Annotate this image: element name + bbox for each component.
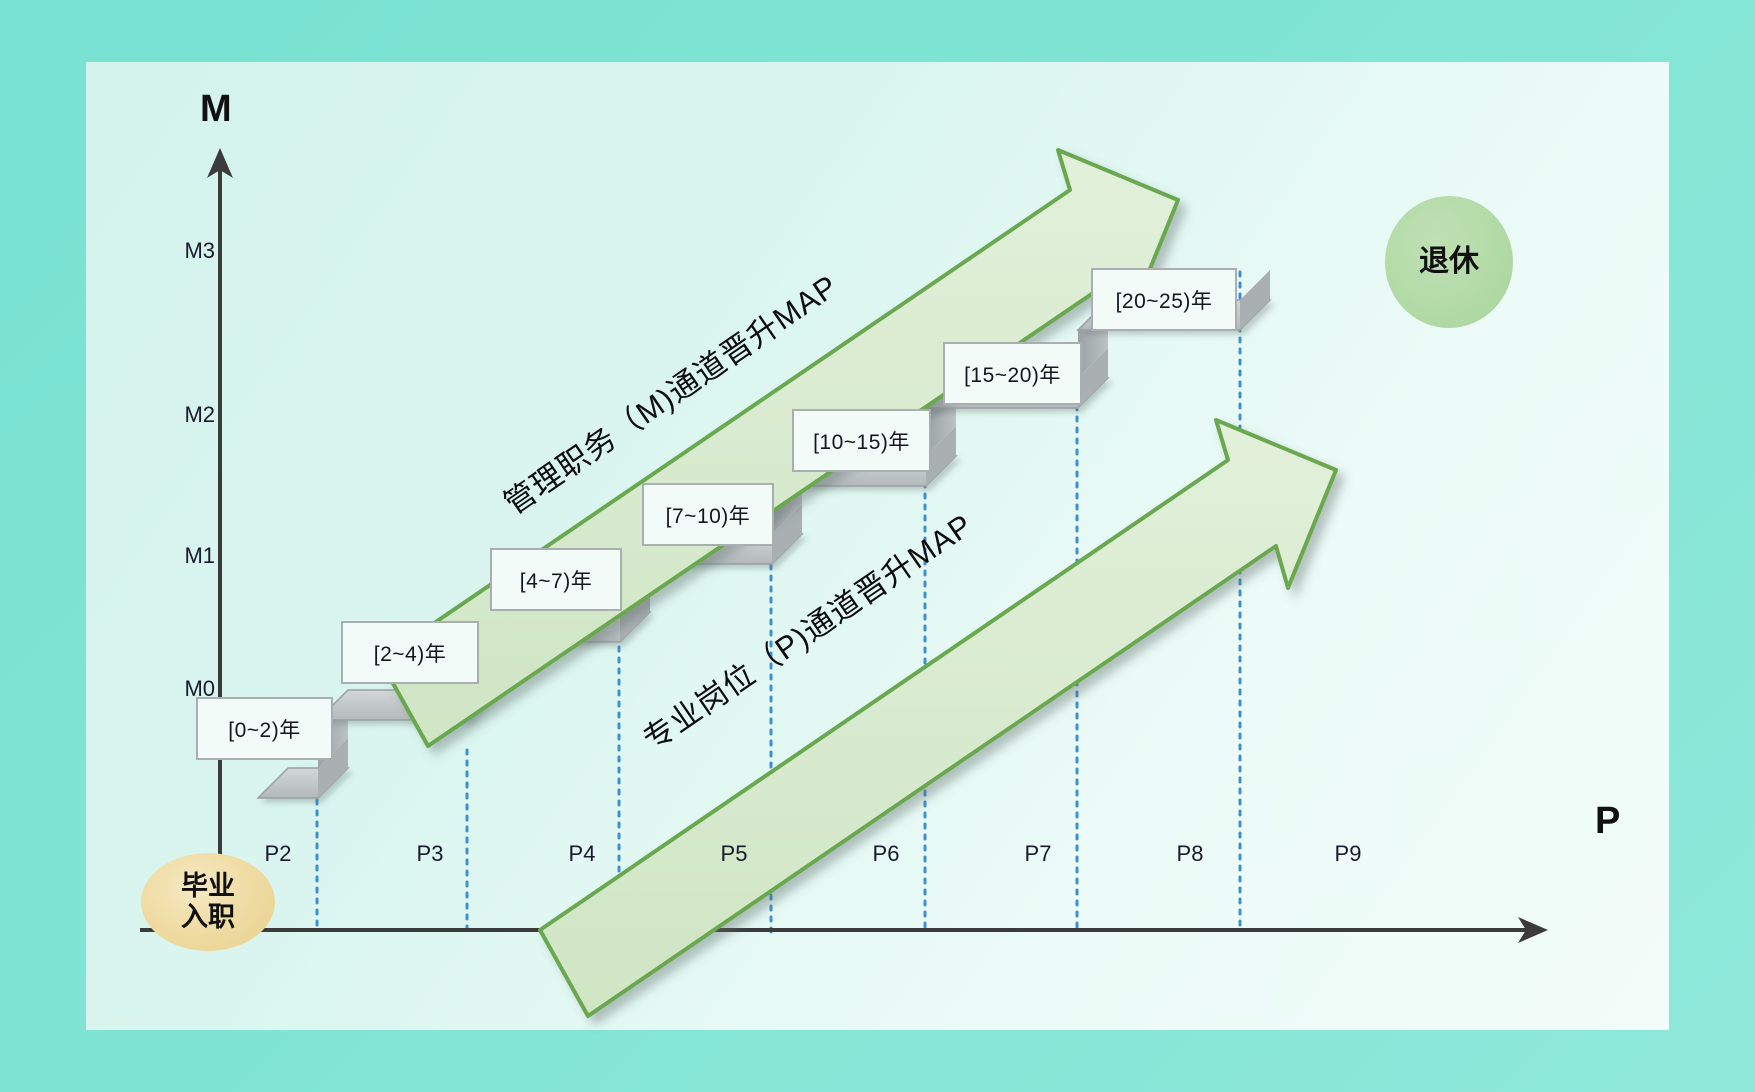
- y-axis-letter: M: [200, 88, 233, 130]
- y-tick-m3: M3: [184, 238, 215, 263]
- start-bubble-graduation[interactable]: 毕业 入职: [141, 853, 275, 951]
- y-axis: [207, 148, 233, 932]
- x-tick-p6: P6: [872, 841, 900, 866]
- step-label-7-10[interactable]: [7~10)年: [642, 483, 774, 546]
- x-tick-p3: P3: [416, 841, 444, 866]
- end-bubble-retirement[interactable]: 退休: [1385, 196, 1513, 328]
- y-tick-m2: M2: [184, 402, 215, 427]
- step-label-20-25[interactable]: [20~25)年: [1091, 268, 1237, 331]
- x-tick-p4: P4: [568, 841, 596, 866]
- x-axis-letter: P: [1595, 800, 1621, 842]
- y-tick-m1: M1: [184, 543, 215, 568]
- professional-arrow: [538, 418, 1338, 1018]
- x-tick-p5: P5: [720, 841, 748, 866]
- step-label-10-15[interactable]: [10~15)年: [792, 409, 931, 472]
- y-tick-m0: M0: [184, 676, 215, 701]
- x-tick-p9: P9: [1334, 841, 1362, 866]
- step-label-2-4[interactable]: [2~4)年: [341, 621, 479, 684]
- stair-step-1: [256, 738, 350, 799]
- x-tick-p2: P2: [264, 841, 292, 866]
- x-tick-p7: P7: [1024, 841, 1052, 866]
- x-axis: [140, 917, 1548, 943]
- x-tick-p8: P8: [1176, 841, 1204, 866]
- start-bubble-line1: 毕业: [181, 870, 235, 901]
- step-label-15-20[interactable]: [15~20)年: [943, 342, 1082, 405]
- step-label-0-2[interactable]: [0~2)年: [196, 697, 333, 760]
- start-bubble-line2: 入职: [181, 902, 235, 932]
- step-label-4-7[interactable]: [4~7)年: [490, 548, 622, 611]
